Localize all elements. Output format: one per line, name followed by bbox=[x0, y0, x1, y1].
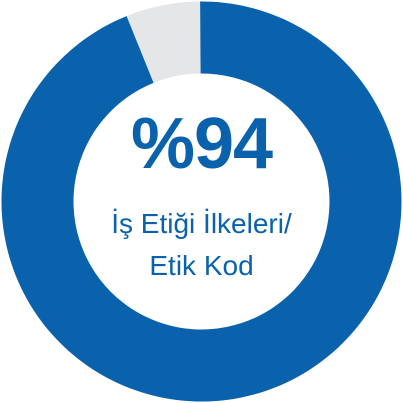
remainder-slice bbox=[126, 1, 201, 83]
